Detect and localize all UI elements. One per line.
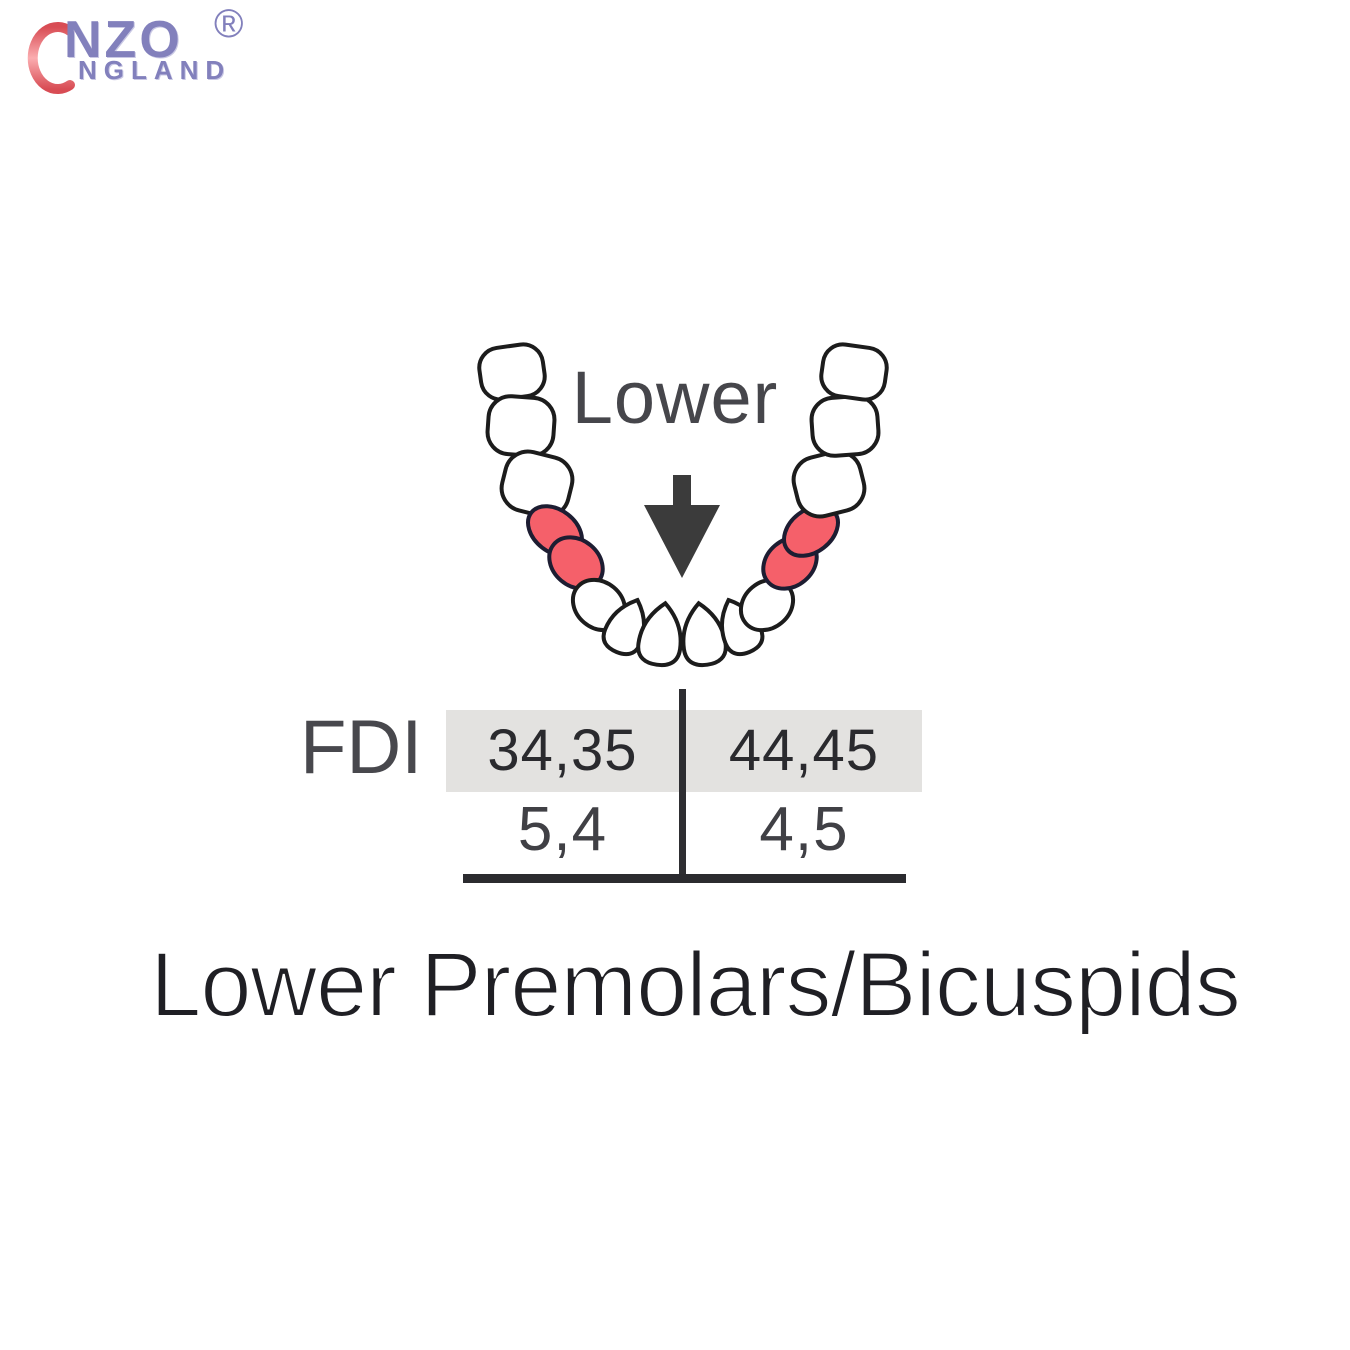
brand-name-top: NZO bbox=[64, 11, 183, 69]
arch-label: Lower bbox=[571, 356, 779, 439]
brand-logo: NZO NGLAND ® bbox=[14, 2, 264, 96]
brand-name-bottom: NGLAND bbox=[78, 55, 232, 85]
notation-cell-left-primary: 34,35 bbox=[487, 718, 638, 783]
registered-trademark-icon: ® bbox=[214, 2, 244, 46]
notation-vertical-divider bbox=[679, 689, 686, 881]
notation-cell-right-secondary: 4,5 bbox=[759, 795, 849, 864]
notation-system-label: FDI bbox=[300, 705, 423, 790]
tooth-right-central-incisor bbox=[681, 600, 728, 668]
notation-horizontal-divider bbox=[463, 874, 906, 883]
page-title: Lower Premolars/Bicuspids bbox=[149, 933, 1242, 1037]
tooth-left-central-incisor bbox=[636, 600, 683, 668]
tooth-right-molar-3 bbox=[791, 449, 867, 519]
logo-initial-icon bbox=[27, 22, 75, 94]
notation-cell-left-secondary: 5,4 bbox=[517, 795, 608, 864]
teeth-group bbox=[477, 342, 889, 668]
notation-cell-right-primary: 44,45 bbox=[728, 718, 880, 783]
tooth-right-molar-1 bbox=[819, 342, 889, 402]
down-arrow-icon bbox=[644, 475, 720, 578]
